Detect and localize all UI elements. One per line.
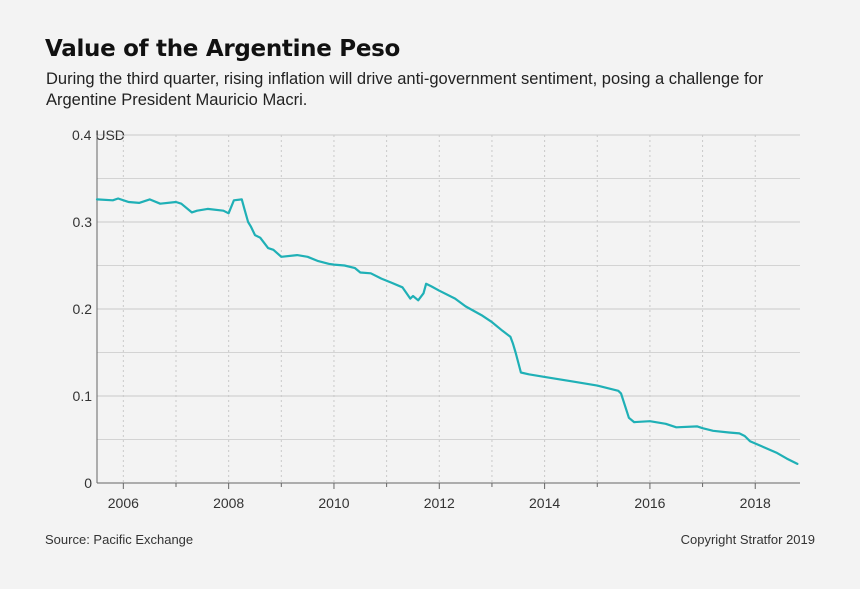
- y-tick-label: 0.1: [73, 388, 93, 404]
- x-tick-label: 2008: [213, 495, 244, 511]
- x-tick-label: 2018: [740, 495, 771, 511]
- chart-title: Value of the Argentine Peso: [45, 36, 401, 62]
- x-tick-label: 2016: [634, 495, 665, 511]
- copyright-note: Copyright Stratfor 2019: [680, 532, 815, 547]
- chart-subtitle: During the third quarter, rising inflati…: [46, 70, 764, 109]
- x-tick-label: 2006: [108, 495, 139, 511]
- y-tick-label: 0: [84, 475, 92, 491]
- x-tick-label: 2012: [424, 495, 455, 511]
- series-line-peso-value: [95, 197, 799, 465]
- source-note: Source: Pacific Exchange: [45, 532, 194, 547]
- x-tick-label: 2010: [318, 495, 349, 511]
- y-tick-label: 0.4 USD: [72, 127, 125, 143]
- y-tick-label: 0.3: [73, 214, 93, 230]
- x-tick-label: 2014: [529, 495, 560, 511]
- y-tick-label: 0.2: [73, 301, 93, 317]
